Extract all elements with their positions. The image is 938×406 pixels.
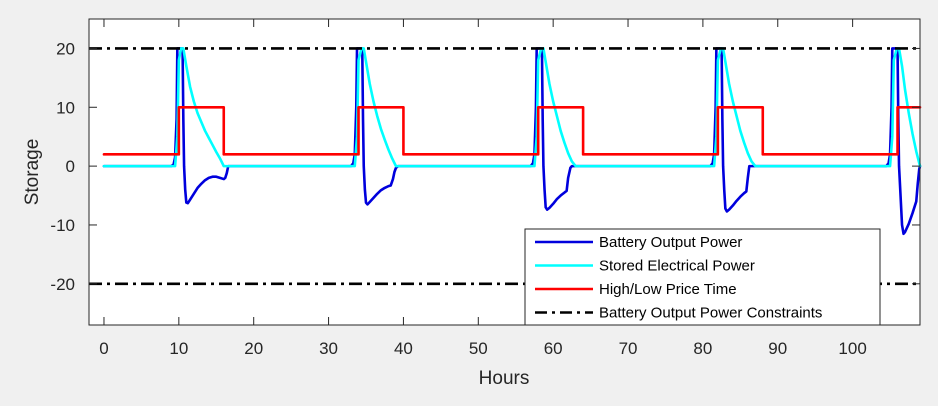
- series-line-high-low-price-time: [102, 105, 922, 156]
- x-tick-label: 90: [768, 339, 787, 358]
- x-tick-label: 40: [394, 339, 413, 358]
- x-tick-label: 60: [544, 339, 563, 358]
- legend-label-battery-output-power: Battery Output Power: [599, 234, 742, 251]
- x-tick-label: 70: [619, 339, 638, 358]
- y-tick-label: -10: [50, 216, 75, 235]
- y-axis: -20 -10 0 10 20: [50, 39, 920, 294]
- legend: Battery Output Power Stored Electrical Po…: [524, 228, 881, 326]
- y-tick-label: 0: [66, 157, 75, 176]
- y-axis-title: Storage: [22, 139, 43, 206]
- y-tick-label: 10: [56, 98, 75, 117]
- series-layer: [89, 47, 922, 286]
- legend-label-battery-output-power-constraints: Battery Output Power Constraints: [599, 305, 822, 322]
- legend-label-high-low-price-time: High/Low Price Time: [599, 281, 737, 298]
- x-tick-label: 10: [169, 339, 188, 358]
- x-axis-title: Hours: [479, 368, 530, 389]
- x-tick-label: 0: [99, 339, 108, 358]
- legend-box: [524, 228, 881, 326]
- x-tick-label: 50: [469, 339, 488, 358]
- x-tick-label: 30: [319, 339, 338, 358]
- x-axis: 0 10 20 30 40 50 60 70 80 90 100: [99, 19, 867, 358]
- plot-frame: [88, 18, 921, 326]
- x-tick-label: 20: [244, 339, 263, 358]
- y-tick-label: 20: [56, 39, 75, 58]
- x-tick-label: 100: [838, 339, 866, 358]
- x-tick-label: 80: [693, 339, 712, 358]
- legend-label-stored-electrical-power: Stored Electrical Power: [599, 258, 755, 275]
- y-tick-label: -20: [50, 275, 75, 294]
